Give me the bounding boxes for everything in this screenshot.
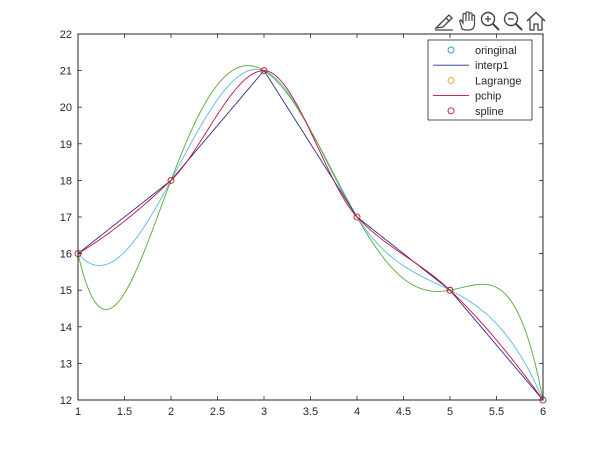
- legend: oringinal interp1 Lagrange pchip spline: [427, 39, 533, 121]
- pchip-line: [77, 70, 544, 401]
- lagrange-curve: [77, 65, 544, 401]
- data-point-marker: [353, 213, 361, 221]
- y-tick-label: 18: [60, 175, 72, 187]
- y-tick-label: 12: [60, 395, 72, 407]
- zoom-in-icon[interactable]: [480, 11, 500, 31]
- x-tick-label: 1: [75, 406, 81, 418]
- x-tick-label: 5: [447, 406, 453, 418]
- y-tick-label: 17: [60, 212, 72, 224]
- y-tick-label: 16: [60, 249, 72, 261]
- x-tick-label: 2.5: [210, 406, 225, 418]
- legend-marker: [447, 107, 455, 115]
- legend-label: spline: [475, 106, 504, 118]
- zoom-out-icon[interactable]: [503, 11, 523, 31]
- x-tick-label: 3.5: [303, 406, 318, 418]
- legend-label: pchip: [475, 91, 501, 103]
- x-tick-label: 5.5: [489, 406, 504, 418]
- figure-toolbar: [432, 10, 546, 32]
- x-tick-label: 2: [168, 406, 174, 418]
- legend-label: interp1: [475, 60, 509, 72]
- ticks-layer: 1 1.5 2 2.5 3 3.5 4 4.5 5 5.5 6 12 13 14 15 16 17 18 19 20 2…: [60, 29, 546, 418]
- x-tick-label: 4.5: [396, 406, 411, 418]
- data-point-marker: [167, 176, 175, 184]
- y-tick-label: 19: [60, 139, 72, 151]
- x-tick-label: 1.5: [117, 406, 132, 418]
- y-tick-label: 21: [60, 66, 72, 78]
- legend-marker: [447, 76, 455, 84]
- data-point-marker: [446, 286, 454, 294]
- home-icon[interactable]: [526, 11, 546, 31]
- pan-hand-icon[interactable]: [459, 11, 476, 31]
- x-tick-label: 4: [354, 406, 360, 418]
- legend-marker: [447, 46, 455, 54]
- legend-box: [427, 39, 533, 121]
- interp1-line: [77, 69, 544, 401]
- y-tick-label: 20: [60, 102, 72, 114]
- x-tick-label: 6: [540, 406, 546, 418]
- y-tick-label: 15: [60, 285, 72, 297]
- curves-layer: [77, 65, 544, 401]
- y-tick-label: 22: [60, 29, 72, 41]
- x-tick-label: 3: [261, 406, 267, 418]
- data-point-marker: [260, 67, 268, 74]
- legend-label: Lagrange: [475, 75, 522, 87]
- y-tick-label: 13: [60, 358, 72, 370]
- y-tick-label: 14: [60, 322, 72, 334]
- brush-icon[interactable]: [434, 14, 453, 31]
- legend-label: oringinal: [475, 45, 517, 57]
